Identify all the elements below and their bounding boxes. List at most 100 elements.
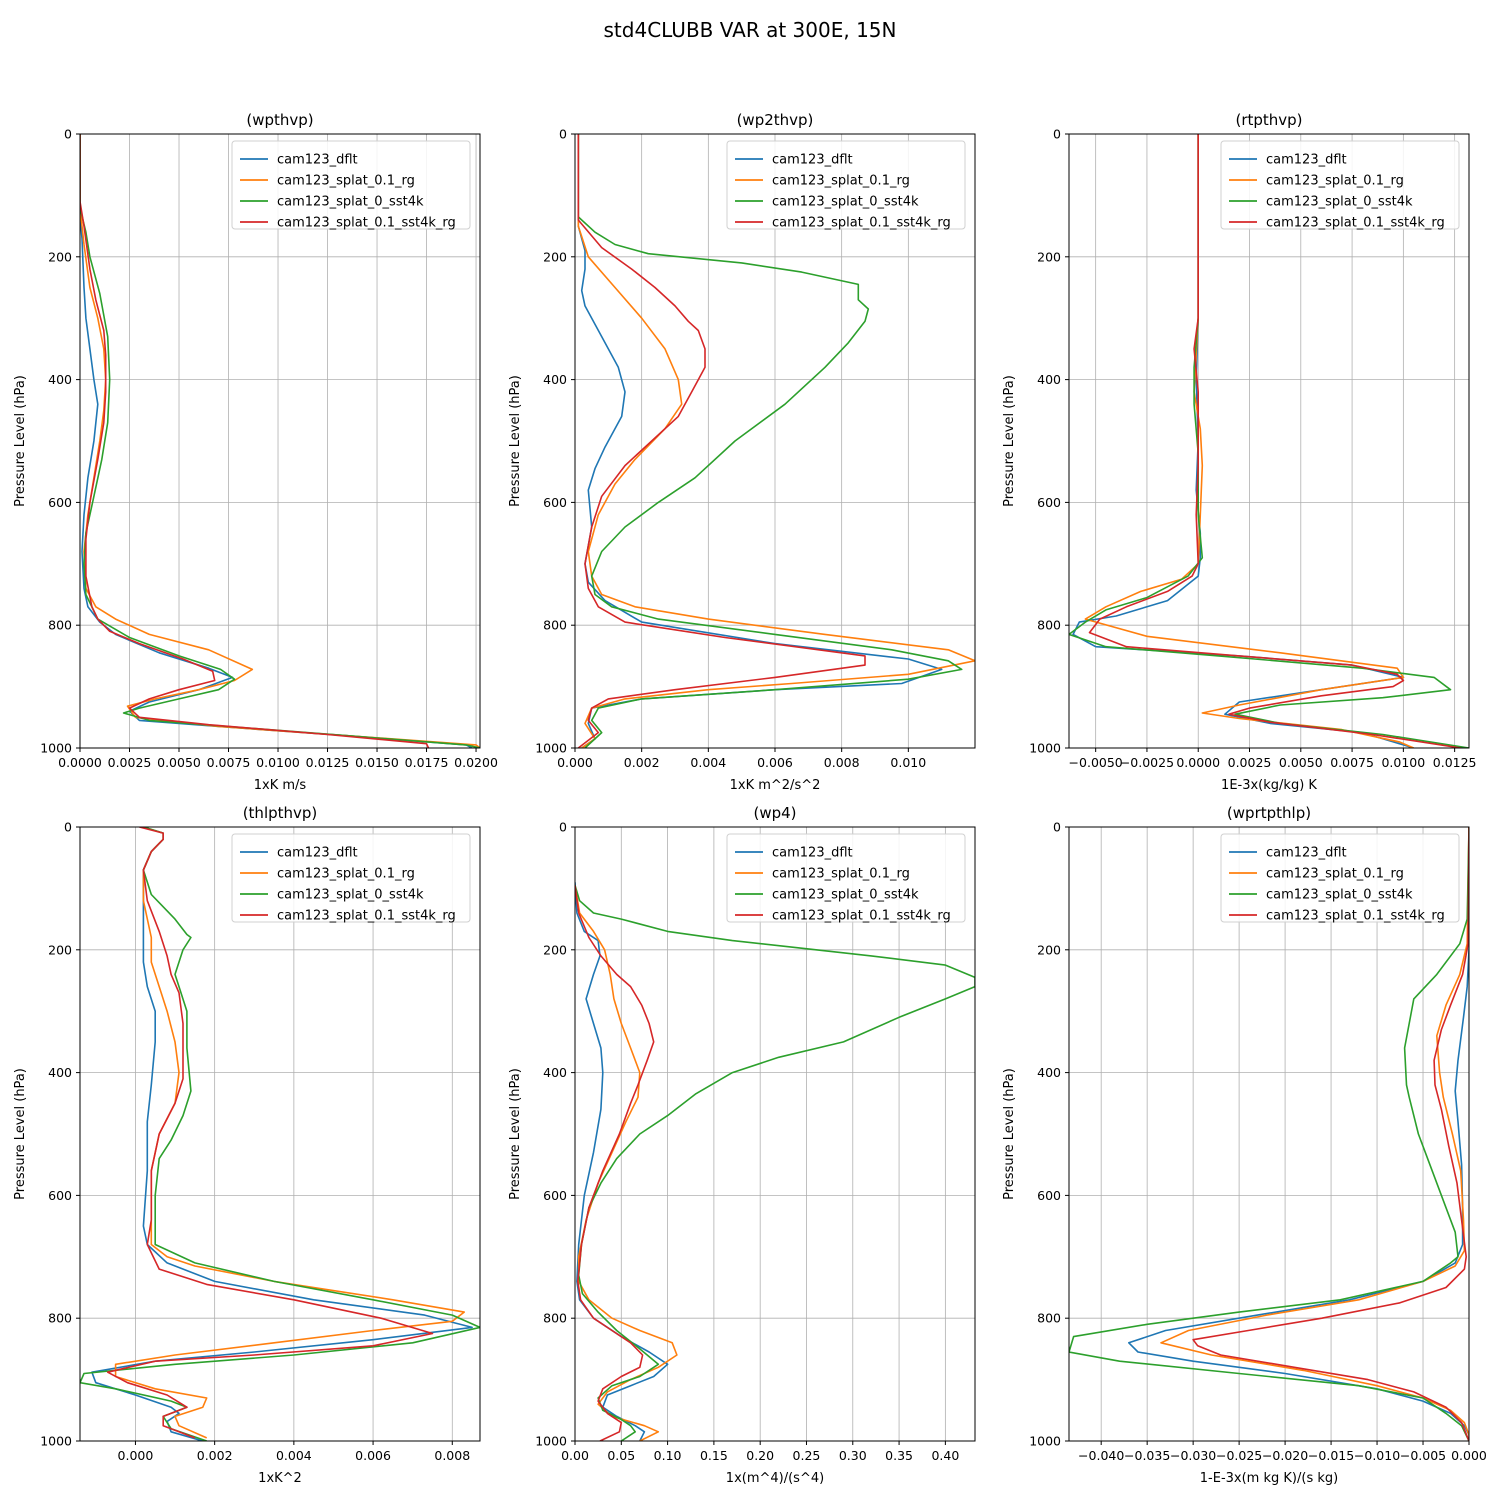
legend-label: cam123_dflt: [1266, 153, 1347, 168]
y-tick-label: 0: [559, 820, 567, 835]
y-tick-label: 800: [543, 618, 567, 633]
y-tick-label: 1000: [1029, 1434, 1061, 1449]
y-tick-label: 200: [543, 249, 567, 264]
x-axis-label: 1xK m/s: [254, 778, 307, 793]
x-tick-label: −0.0025: [1120, 755, 1174, 770]
y-tick-label: 0: [64, 820, 72, 835]
x-tick-label: −0.020: [1262, 1448, 1308, 1463]
x-tick-label: 0.004: [690, 755, 726, 770]
y-tick-label: 600: [1037, 495, 1061, 510]
series-line-cam123_splat_0_sst4k: [575, 885, 975, 1441]
x-tick-label: 0.35: [885, 1448, 913, 1463]
legend: cam123_dflt cam123_splat_0.1_rg cam123_spl…: [726, 140, 966, 231]
series-line-cam123_splat_0.1_sst4k_rg: [1088, 134, 1461, 748]
y-tick-label: 600: [543, 1188, 567, 1203]
x-tick-label: 0.30: [839, 1448, 867, 1463]
x-tick-label: 0.008: [434, 1448, 470, 1463]
legend-label: cam123_splat_0.1_sst4k_rg: [772, 909, 951, 924]
y-tick-label: 200: [48, 942, 72, 957]
x-tick-label: 0.0000: [58, 755, 102, 770]
series-line-cam123_splat_0_sst4k: [80, 827, 480, 1441]
legend-box: [726, 833, 966, 923]
series-line-cam123_splat_0.1_sst4k_rg: [575, 885, 655, 1441]
x-tick-label: 0.0025: [1228, 755, 1272, 770]
series-group: [575, 882, 975, 1441]
x-tick-label: −0.010: [1354, 1448, 1400, 1463]
x-tick-label: 0.40: [931, 1448, 959, 1463]
y-tick-label: 0: [64, 127, 72, 142]
legend-label: cam123_dflt: [277, 153, 358, 168]
legend-box: [1220, 833, 1460, 923]
x-tick-label: 0.008: [824, 755, 860, 770]
x-tick-label: 0.000: [118, 1448, 154, 1463]
x-tick-label: 0.0000: [1176, 755, 1220, 770]
x-tick-label: 0.0100: [1381, 755, 1425, 770]
y-tick-label: 600: [48, 495, 72, 510]
y-axis-label: Pressure Level (hPa): [13, 1068, 28, 1200]
x-axis-label: 1-E-3x(m kg K)/(s kg): [1200, 1471, 1338, 1486]
y-tick-label: 1000: [40, 741, 72, 756]
series-group: [577, 134, 975, 748]
y-tick-label: 600: [1037, 1188, 1061, 1203]
x-tick-label: 0.0075: [207, 755, 251, 770]
series-line-cam123_splat_0_sst4k: [1069, 827, 1469, 1441]
chart-title: (wp4): [753, 804, 796, 822]
chart-panel-5: 0.00 0.05 0.10 0.15 0.20 0.25 0.30 0.35 0.40 0 200…: [508, 804, 976, 1486]
x-tick-label: −0.025: [1216, 1448, 1262, 1463]
legend-label: cam123_splat_0.1_sst4k_rg: [1266, 909, 1445, 924]
series-line-cam123_dflt: [575, 882, 669, 1441]
chart-panel-4: 0.000 0.002 0.004 0.006 0.008 0 200 400 600 800 10…: [13, 804, 481, 1486]
x-tick-label: 0.0125: [1433, 755, 1477, 770]
legend-label: cam123_splat_0_sst4k: [277, 888, 424, 903]
series-line-cam123_splat_0_sst4k: [577, 134, 963, 748]
y-tick-label: 400: [543, 1065, 567, 1080]
x-axis-label: 1xK^2: [258, 1471, 302, 1486]
series-line-cam123_splat_0.1_sst4k_rg: [80, 134, 430, 748]
legend: cam123_dflt cam123_splat_0.1_rg cam123_spl…: [231, 833, 471, 924]
legend-label: cam123_splat_0.1_sst4k_rg: [277, 216, 456, 231]
x-tick-label: 0.0100: [256, 755, 300, 770]
x-tick-label: 0.0175: [405, 755, 449, 770]
x-tick-label: 0.10: [654, 1448, 682, 1463]
legend-label: cam123_splat_0.1_rg: [772, 867, 910, 882]
y-tick-label: 400: [543, 372, 567, 387]
x-axis-label: 1xK m^2/s^2: [730, 778, 821, 793]
y-tick-label: 800: [48, 618, 72, 633]
axes-frame: [574, 826, 976, 1442]
y-axis-label: Pressure Level (hPa): [13, 375, 28, 507]
axes-frame: [1068, 826, 1470, 1442]
legend: cam123_dflt cam123_splat_0.1_rg cam123_spl…: [1220, 833, 1460, 924]
x-tick-label: 0.000: [1451, 1448, 1487, 1463]
y-tick-label: 800: [48, 1311, 72, 1326]
y-tick-label: 0: [1053, 127, 1061, 142]
y-tick-label: 600: [543, 495, 567, 510]
y-tick-label: 200: [1037, 249, 1061, 264]
legend-label: cam123_splat_0.1_rg: [277, 174, 415, 189]
legend-box: [231, 140, 471, 230]
legend-box: [1220, 140, 1460, 230]
chart-title: (wprtpthlp): [1227, 804, 1311, 822]
y-axis-label: Pressure Level (hPa): [1002, 1068, 1017, 1200]
y-tick-label: 0: [1053, 820, 1061, 835]
legend-label: cam123_splat_0.1_rg: [772, 174, 910, 189]
chart-panel-1: 0.0000 0.0025 0.0050 0.0075 0.0100 0.0125 0.01…: [13, 111, 498, 793]
legend-label: cam123_splat_0.1_sst4k_rg: [772, 216, 951, 231]
y-tick-label: 200: [48, 249, 72, 264]
series-line-cam123_splat_0.1_sst4k_rg: [577, 134, 866, 748]
chart-panel-2: 0.000 0.002 0.004 0.006 0.008 0.010 0 200 400 600…: [508, 111, 976, 793]
x-tick-label: −0.035: [1124, 1448, 1170, 1463]
x-axis-label: 1x(m^4)/(s^4): [726, 1471, 824, 1486]
series-line-cam123_splat_0.1_rg: [1084, 134, 1414, 748]
x-tick-label: −0.030: [1170, 1448, 1216, 1463]
x-tick-label: 0.0200: [454, 755, 498, 770]
x-tick-label: 0.004: [276, 1448, 312, 1463]
x-tick-label: 0.0050: [1279, 755, 1323, 770]
legend-label: cam123_dflt: [772, 153, 853, 168]
y-tick-label: 1000: [1029, 741, 1061, 756]
y-axis-label: Pressure Level (hPa): [508, 375, 523, 507]
y-tick-label: 400: [1037, 372, 1061, 387]
x-tick-label: 0.002: [624, 755, 660, 770]
y-tick-label: 800: [1037, 618, 1061, 633]
y-tick-label: 800: [1037, 1311, 1061, 1326]
legend-box: [726, 140, 966, 230]
